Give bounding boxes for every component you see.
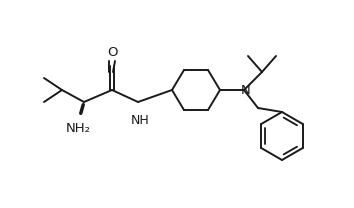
Text: O: O xyxy=(107,46,117,59)
Text: NH: NH xyxy=(131,114,149,127)
Text: NH₂: NH₂ xyxy=(65,122,91,135)
Text: N: N xyxy=(241,83,251,97)
